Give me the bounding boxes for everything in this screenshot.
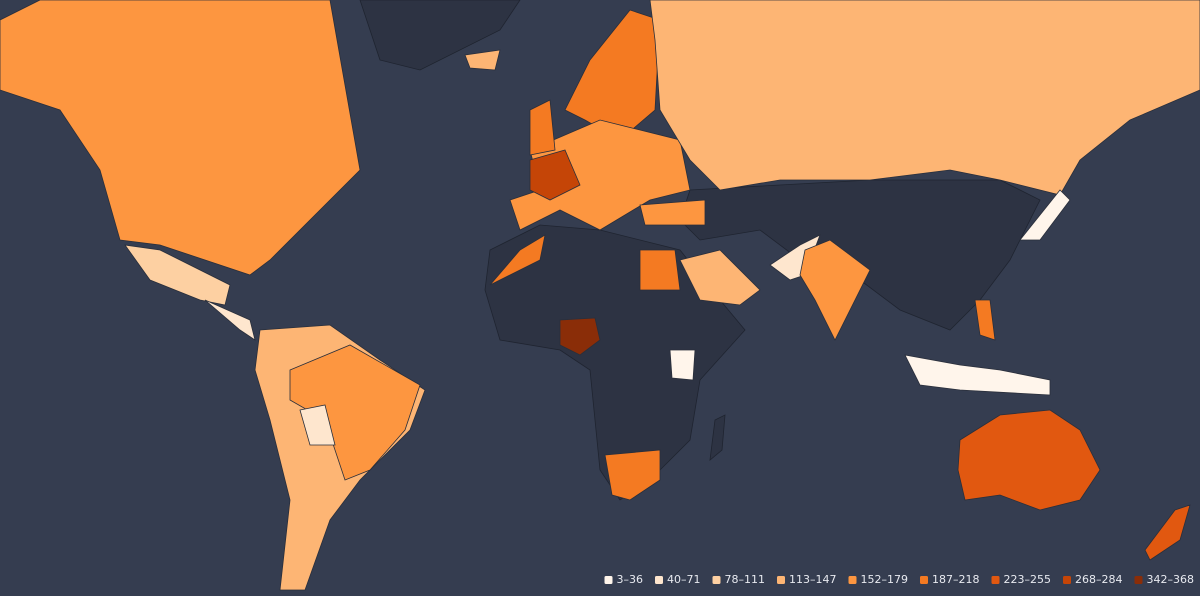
africa bbox=[484, 224, 746, 501]
kenya bbox=[669, 349, 696, 381]
japan bbox=[1019, 189, 1071, 241]
russia bbox=[649, 0, 1200, 196]
legend-label: 223–255 bbox=[1004, 573, 1052, 586]
legend-swatch bbox=[848, 576, 857, 584]
legend-swatch bbox=[1134, 576, 1143, 584]
india bbox=[799, 239, 871, 341]
legend-label: 78–111 bbox=[725, 573, 766, 586]
uk bbox=[529, 99, 556, 156]
madagascar bbox=[709, 414, 726, 461]
mexico bbox=[124, 244, 231, 306]
legend-label: 187–218 bbox=[932, 573, 980, 586]
legend-label: 342–368 bbox=[1147, 573, 1195, 586]
iceland bbox=[464, 49, 501, 71]
greenland bbox=[359, 0, 521, 71]
asia bbox=[679, 179, 1041, 331]
new-zealand bbox=[1144, 504, 1191, 561]
australia bbox=[957, 409, 1101, 511]
legend-swatch bbox=[777, 576, 785, 584]
bolivia bbox=[299, 404, 336, 446]
south-africa bbox=[604, 449, 661, 501]
turkey bbox=[639, 199, 706, 226]
saudi-arabia bbox=[679, 249, 761, 306]
legend-label: 268–284 bbox=[1075, 573, 1123, 586]
philippines bbox=[974, 299, 996, 341]
legend-swatch bbox=[920, 576, 928, 584]
legend-swatch bbox=[655, 576, 663, 584]
legend-label: 40–71 bbox=[667, 573, 701, 586]
brazil bbox=[289, 344, 421, 481]
legend-swatch bbox=[604, 576, 613, 584]
indonesia bbox=[904, 354, 1051, 396]
legend-swatch bbox=[712, 576, 721, 584]
legend: 3–36 40–71 78–111 113–147 152–179 187–218 223–… bbox=[604, 573, 1195, 586]
legend-label: 3–36 bbox=[617, 573, 644, 586]
canada-usa bbox=[0, 0, 361, 276]
france bbox=[529, 149, 581, 201]
legend-label: 152–179 bbox=[861, 573, 909, 586]
egypt bbox=[639, 249, 681, 291]
legend-label: 113–147 bbox=[789, 573, 837, 586]
legend-swatch bbox=[991, 576, 1000, 584]
legend-swatch bbox=[1063, 576, 1071, 584]
nigeria bbox=[559, 317, 601, 356]
north-africa bbox=[489, 234, 546, 286]
central-america bbox=[204, 299, 256, 341]
